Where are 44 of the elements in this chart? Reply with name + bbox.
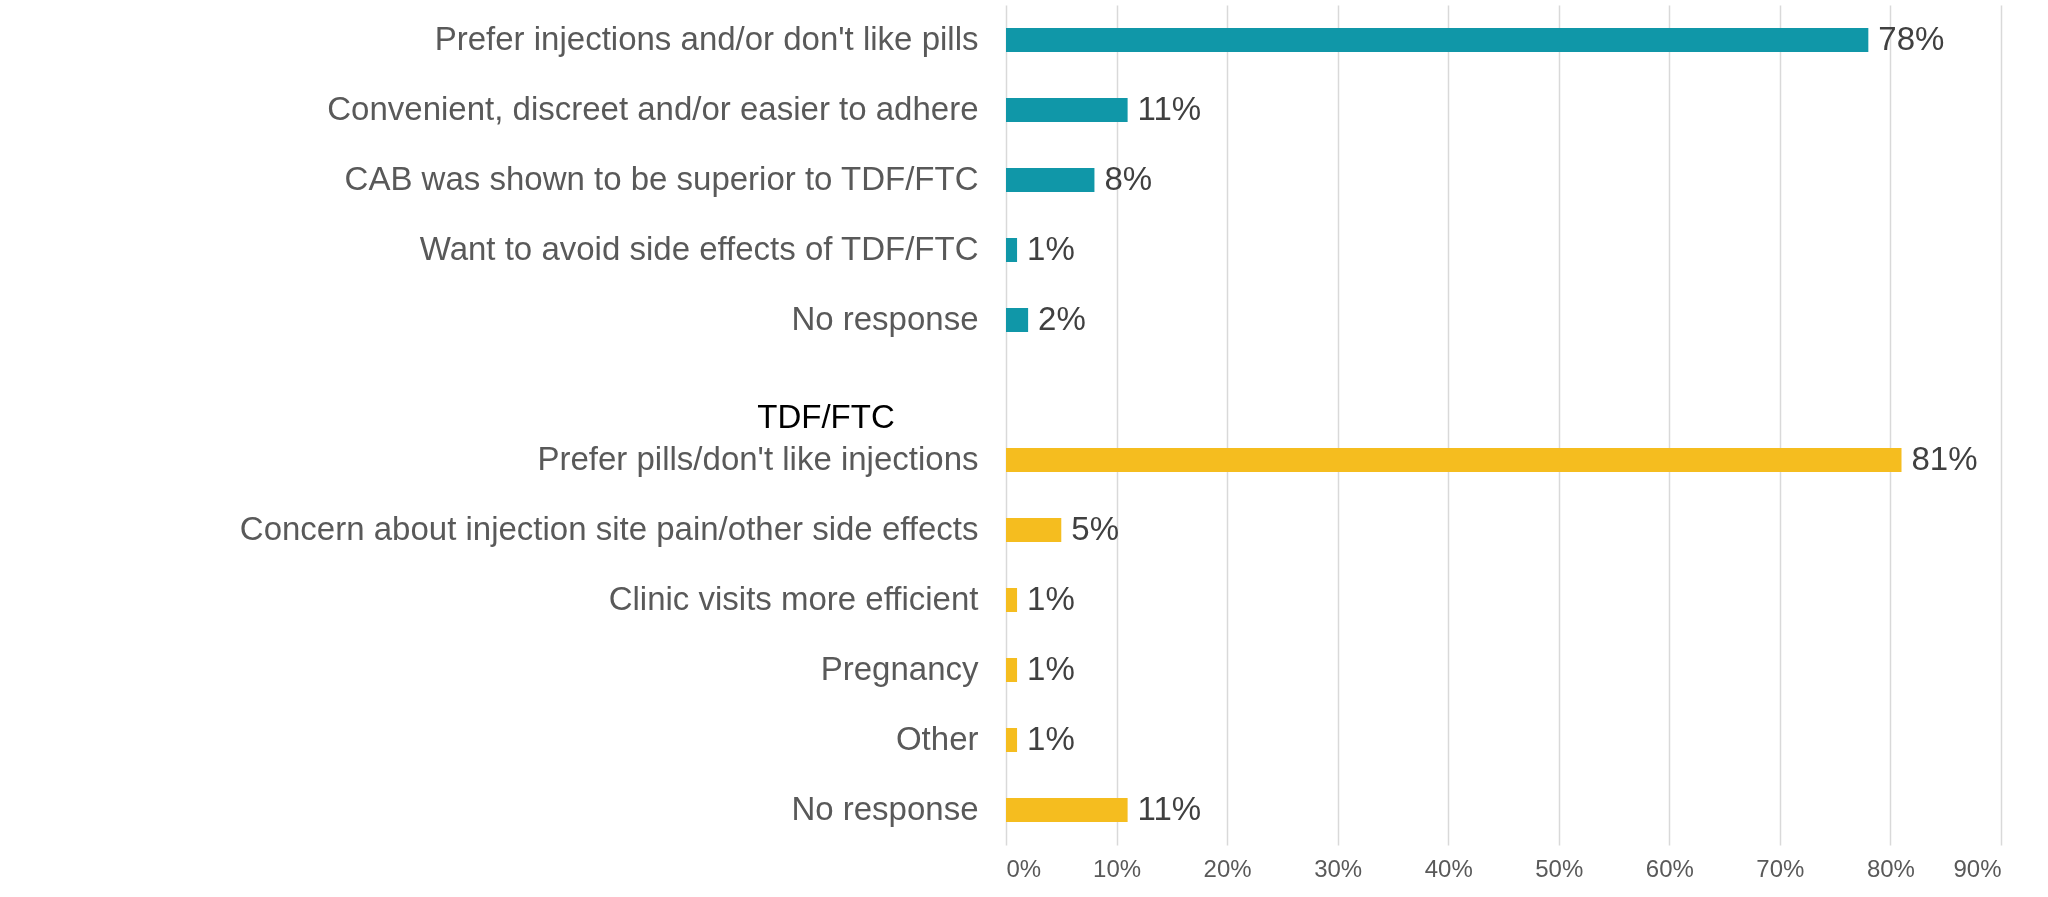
y-tick-label: CAB was shown to be superior to TDF/FTC: [344, 160, 979, 197]
bar: [1006, 448, 1902, 472]
x-tick-label: 10%: [1093, 854, 1142, 882]
text: TDF/FTC: [757, 398, 895, 435]
data-label: 11%: [1137, 90, 1202, 127]
data-label: 8%: [1104, 160, 1153, 197]
x-tick-label: 50%: [1535, 854, 1584, 882]
x-tick-label: 0%: [1006, 854, 1042, 882]
y-tick-label: Concern about injection site pain/other side effects: [239, 510, 979, 547]
y-tick-label: Clinic visits more efficient: [608, 580, 979, 617]
bar: [1006, 728, 1018, 752]
bar: [1006, 798, 1128, 822]
bar: [1006, 658, 1018, 682]
data-label: 5%: [1071, 510, 1119, 547]
data-label: 1%: [1027, 580, 1075, 617]
y-tick-label: Want to avoid side effects of TDF/FTC: [419, 230, 979, 267]
data-label: 1%: [1027, 230, 1075, 267]
bar: [1006, 98, 1128, 122]
bar: [1006, 308, 1029, 332]
x-tick-label: 60%: [1645, 854, 1694, 882]
y-tick-label: Other: [895, 720, 979, 757]
y-tick-label: Prefer pills/don't like injections: [537, 440, 979, 477]
x-tick-label: 40%: [1424, 854, 1473, 882]
x-tick-label: 80%: [1866, 854, 1915, 882]
data-label: 11%: [1137, 790, 1202, 827]
bar: [1006, 238, 1018, 262]
data-label: 1%: [1027, 650, 1075, 687]
bar: [1006, 168, 1095, 192]
x-tick-label: 70%: [1756, 854, 1805, 882]
bar: [1006, 588, 1018, 612]
x-tick-label: 30%: [1314, 854, 1363, 882]
y-tick-label: Convenient, discreet and/or easier to adhere: [327, 90, 979, 127]
y-tick-label: Pregnancy: [820, 650, 979, 687]
bar: [1006, 518, 1062, 542]
x-tick-label: 20%: [1203, 854, 1252, 882]
data-label: 78%: [1878, 20, 1945, 57]
y-tick-label: No response: [791, 300, 979, 337]
y-tick-label: Prefer injections and/or don't like pills: [434, 20, 979, 57]
bar: [1006, 28, 1869, 52]
data-label: 81%: [1911, 440, 1978, 477]
data-label: 1%: [1027, 720, 1075, 757]
data-label: 2%: [1038, 300, 1086, 337]
y-tick-label: No response: [791, 790, 979, 827]
x-tick-label: 90%: [1953, 854, 2002, 882]
